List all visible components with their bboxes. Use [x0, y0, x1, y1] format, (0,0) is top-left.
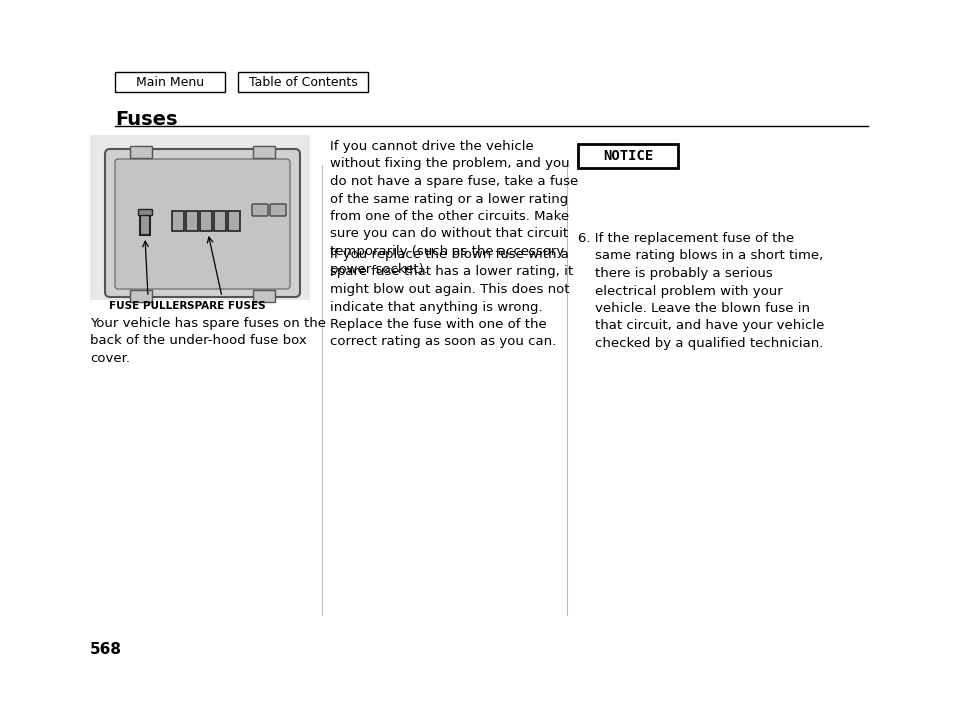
Text: If you cannot drive the vehicle
without fixing the problem, and you
do not have : If you cannot drive the vehicle without …: [330, 140, 578, 275]
FancyBboxPatch shape: [115, 159, 290, 289]
Bar: [138, 209, 152, 215]
Text: 568: 568: [90, 642, 122, 657]
FancyBboxPatch shape: [105, 149, 299, 297]
Text: If you replace the blown fuse with a
spare fuse that has a lower rating, it
migh: If you replace the blown fuse with a spa…: [330, 248, 573, 349]
Text: 6. If the replacement fuse of the
    same rating blows in a short time,
    the: 6. If the replacement fuse of the same r…: [578, 232, 823, 350]
Text: SPARE FUSES: SPARE FUSES: [187, 301, 265, 311]
Bar: [130, 146, 152, 158]
FancyBboxPatch shape: [252, 204, 268, 216]
FancyBboxPatch shape: [270, 204, 286, 216]
Bar: [172, 211, 184, 231]
Bar: [213, 211, 226, 231]
Text: Table of Contents: Table of Contents: [249, 75, 357, 89]
Bar: [115, 72, 225, 92]
Bar: [253, 290, 274, 302]
Text: FUSE PULLER: FUSE PULLER: [109, 301, 187, 311]
Text: Main Menu: Main Menu: [135, 75, 204, 89]
Text: NOTICE: NOTICE: [602, 149, 653, 163]
Bar: [140, 211, 150, 235]
Bar: [130, 290, 152, 302]
Bar: [578, 144, 678, 168]
Bar: [90, 135, 310, 300]
Text: Fuses: Fuses: [115, 110, 177, 129]
Bar: [186, 211, 198, 231]
Bar: [228, 211, 240, 231]
Bar: [200, 211, 212, 231]
Bar: [237, 72, 368, 92]
Text: Your vehicle has spare fuses on the
back of the under-hood fuse box
cover.: Your vehicle has spare fuses on the back…: [90, 317, 326, 365]
Bar: [253, 146, 274, 158]
